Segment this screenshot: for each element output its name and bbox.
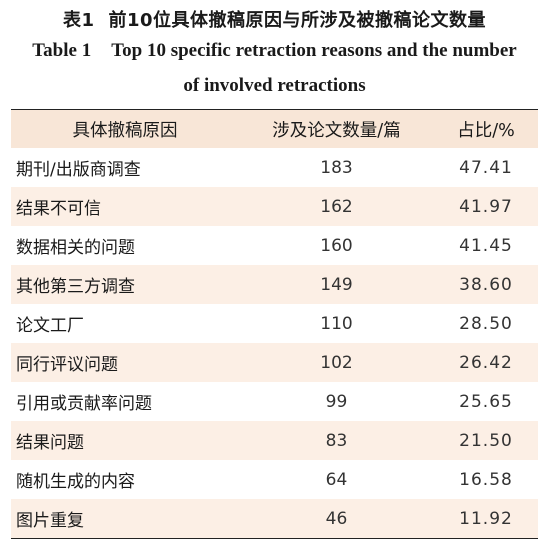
count-cell: 83	[325, 430, 348, 451]
percent-cell: 41.45	[459, 235, 513, 256]
reason-cell: 随机生成的内容	[16, 472, 135, 492]
count-cell: 99	[325, 391, 348, 412]
table-row: 结果问题 83 21.50	[11, 421, 538, 460]
count-cell: 149	[320, 274, 353, 295]
reason-cell: 结果问题	[16, 433, 84, 453]
header-count: 涉及论文数量/篇	[272, 120, 401, 141]
table-row: 数据相关的问题 160 41.45	[11, 226, 538, 265]
table-row: 引用或贡献率问题 99 25.65	[11, 382, 538, 421]
table-title-english-line1: Top 10 specific retraction reasons and t…	[111, 40, 517, 61]
reason-cell: 引用或贡献率问题	[16, 394, 152, 414]
reason-cell: 论文工厂	[16, 316, 84, 336]
percent-cell: 47.41	[459, 157, 513, 178]
reason-cell: 结果不可信	[16, 199, 101, 219]
table-row: 同行评议问题 102 26.42	[11, 343, 538, 382]
count-cell: 46	[325, 508, 348, 529]
table-row: 图片重复 46 11.92	[11, 499, 538, 538]
table-title-chinese: 前10位具体撤稿原因与所涉及被撤稿论文数量	[108, 10, 487, 31]
reason-cell: 数据相关的问题	[16, 238, 135, 258]
table-row: 期刊/出版商调查 183 47.41	[11, 148, 538, 187]
count-cell: 183	[320, 157, 353, 178]
count-cell: 160	[320, 235, 353, 256]
header-reason: 具体撤稿原因	[72, 120, 178, 141]
reason-cell: 同行评议问题	[16, 355, 118, 375]
count-cell: 102	[320, 352, 353, 373]
percent-cell: 16.58	[459, 469, 513, 490]
count-cell: 64	[325, 469, 348, 490]
percent-cell: 25.65	[459, 391, 513, 412]
reason-cell: 图片重复	[16, 511, 84, 531]
percent-cell: 28.50	[459, 313, 513, 334]
table-caption-chinese: 表1 前10位具体撤稿原因与所涉及被撤稿论文数量	[0, 6, 549, 32]
percent-cell: 11.92	[459, 508, 513, 529]
header-percent: 占比/%	[457, 120, 515, 141]
table-label-english: Table 1	[32, 40, 92, 61]
percent-cell: 38.60	[459, 274, 513, 295]
percent-cell: 26.42	[459, 352, 513, 373]
table-row: 论文工厂 110 28.50	[11, 304, 538, 343]
table-row: 其他第三方调查 149 38.60	[11, 265, 538, 304]
count-cell: 162	[320, 196, 353, 217]
percent-cell: 21.50	[459, 430, 513, 451]
table-label-chinese: 表1	[62, 10, 95, 31]
count-cell: 110	[320, 313, 353, 334]
table-row: 随机生成的内容 64 16.58	[11, 460, 538, 499]
reason-cell: 其他第三方调查	[16, 277, 135, 297]
table-caption-english: Table 1 Top 10 specific retraction reason…	[0, 40, 549, 62]
table-row: 结果不可信 162 41.97	[11, 187, 538, 226]
retraction-reasons-table: 具体撤稿原因 涉及论文数量/篇 占比/% 期刊/出版商调查 183 47.41 …	[11, 109, 538, 539]
reason-cell: 期刊/出版商调查	[16, 160, 141, 180]
percent-cell: 41.97	[459, 196, 513, 217]
table-header-row: 具体撤稿原因 涉及论文数量/篇 占比/%	[11, 110, 538, 148]
table-title-english-line2: of involved retractions	[183, 75, 366, 96]
